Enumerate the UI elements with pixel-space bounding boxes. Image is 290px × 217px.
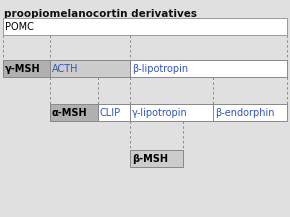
Text: proopiomelanocortin derivatives: proopiomelanocortin derivatives xyxy=(4,9,197,19)
Text: POMC: POMC xyxy=(5,21,34,31)
Bar xyxy=(50,60,130,77)
Text: γ-MSH: γ-MSH xyxy=(5,64,41,74)
Bar xyxy=(3,60,50,77)
Text: β-lipotropin: β-lipotropin xyxy=(132,64,188,74)
Bar xyxy=(98,104,130,121)
Text: β-MSH: β-MSH xyxy=(132,153,168,163)
Text: ACTH: ACTH xyxy=(52,64,79,74)
Bar xyxy=(130,150,183,167)
Text: α-MSH: α-MSH xyxy=(52,107,88,117)
Bar xyxy=(50,104,98,121)
Bar xyxy=(130,60,287,77)
Bar xyxy=(130,104,213,121)
Bar xyxy=(213,104,287,121)
Bar xyxy=(3,18,287,35)
Text: γ-lipotropin: γ-lipotropin xyxy=(132,107,188,117)
Text: β-endorphin: β-endorphin xyxy=(215,107,275,117)
Text: CLIP: CLIP xyxy=(100,107,121,117)
